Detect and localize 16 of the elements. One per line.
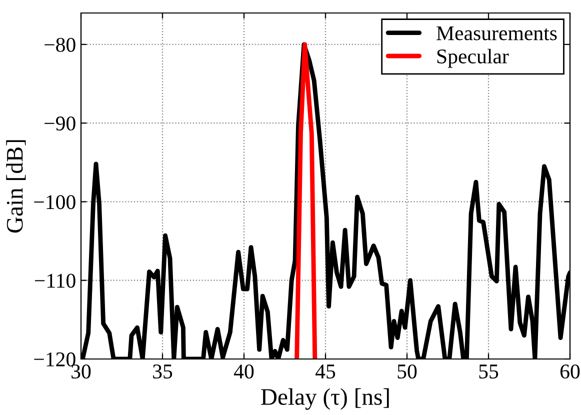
y-tick-label: −120 <box>34 352 76 366</box>
x-tick-label: 60 <box>560 364 580 379</box>
y-tick-label: −110 <box>34 274 76 288</box>
x-tick-label: 50 <box>398 364 417 379</box>
y-tick-label: −80 <box>44 38 76 52</box>
x-tick-label: 45 <box>315 364 336 379</box>
y-tick-label: −100 <box>34 195 76 210</box>
y-axis-title: Gain [dB] <box>6 140 26 233</box>
legend-label: Measurements <box>436 26 557 40</box>
x-tick-label: 55 <box>479 364 498 379</box>
x-tick-label: 30 <box>72 364 91 379</box>
x-tick-label: 35 <box>153 364 172 379</box>
legend-label: Specular <box>437 48 509 68</box>
x-axis-title: Delay (τ) [ns] <box>261 388 389 410</box>
y-tick-label: −90 <box>44 116 76 131</box>
x-tick-label: 40 <box>234 364 254 379</box>
